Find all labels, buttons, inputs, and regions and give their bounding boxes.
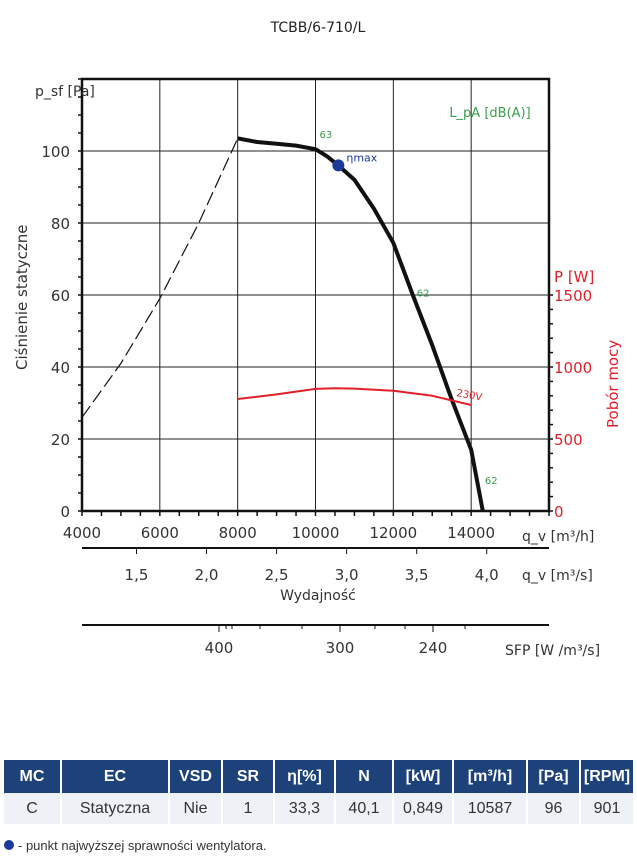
series-system-curve [81, 138, 239, 418]
sound-level-value: 62 [485, 476, 498, 487]
eta-dot-icon [4, 840, 14, 850]
eta-max-label: ηmax [346, 151, 377, 164]
x-tick-label: 14000 [447, 524, 495, 542]
table-cell: C [4, 793, 62, 824]
table-cell: 0,849 [393, 793, 454, 824]
y2-axis-label: Pobór mocy [604, 340, 622, 428]
table-header: VSD [169, 760, 223, 793]
table-cell: 901 [580, 793, 635, 824]
series-230V [237, 387, 472, 406]
y-tick-label: 80 [51, 215, 70, 233]
table-cell: 33,3 [274, 793, 336, 824]
m3s-tick-label: 4,0 [475, 566, 499, 584]
y2-tick-label: 500 [554, 431, 583, 449]
table-header: [kW] [393, 760, 454, 793]
sfp-tick-label: 400 [205, 639, 234, 657]
y-axis-label: Ciśnienie statyczne [13, 224, 31, 370]
y-tick-label: 100 [41, 143, 70, 161]
y-tick-label: 60 [51, 287, 70, 305]
table-header: [Pa] [527, 760, 581, 793]
table-cell: 96 [527, 793, 581, 824]
x-unit: q_v [m³/h] [522, 529, 594, 545]
sound-level-value: 62 [417, 289, 430, 300]
chart-title: TCBB/6-710/L [270, 20, 366, 36]
y2-tick-label: 0 [554, 503, 564, 521]
x-axis-label: Wydajność [280, 588, 356, 604]
voltage-label: 230V [455, 388, 483, 403]
y2-tick-label: 1000 [554, 359, 592, 377]
x-tick-label: 12000 [369, 524, 417, 542]
m3s-tick-label: 3,0 [335, 566, 359, 584]
legend-note: - punkt najwyższej sprawności wentylator… [4, 838, 267, 853]
x-tick-label: 6000 [141, 524, 179, 542]
m3s-tick-label: 1,5 [125, 566, 149, 584]
table-header: MC [4, 760, 62, 793]
m3s-tick-label: 2,5 [265, 566, 289, 584]
sound-level-value: 63 [320, 130, 333, 141]
y-unit: p_sf [Pa] [35, 84, 95, 100]
m3s-tick-label: 3,5 [405, 566, 429, 584]
x-tick-label: 8000 [219, 524, 257, 542]
y-tick-label: 0 [60, 503, 70, 521]
y2-tick-label: 1500 [554, 287, 592, 305]
table-header: [m³/h] [453, 760, 528, 793]
x-tick-label: 10000 [292, 524, 340, 542]
table-cell: 40,1 [335, 793, 394, 824]
m3s-unit: q_v [m³/s] [522, 568, 593, 584]
sfp-unit: SFP [W /m³/s] [505, 643, 600, 659]
eta-max-point [332, 159, 345, 172]
m3s-tick-label: 2,0 [195, 566, 219, 584]
table-header: N [335, 760, 394, 793]
table-cell: Statyczna [61, 793, 170, 824]
table-header: EC [61, 760, 170, 793]
y-tick-label: 20 [51, 431, 70, 449]
table-cell: 10587 [453, 793, 528, 824]
legend-text: - punkt najwyższej sprawności wentylator… [18, 838, 267, 853]
sound-level-label: L_pA [dB(A)] [449, 106, 530, 121]
table-cell: 1 [222, 793, 275, 824]
x-tick-label: 4000 [63, 524, 101, 542]
table-header: SR [222, 760, 275, 793]
y-tick-label: 40 [51, 359, 70, 377]
table-header: [RPM] [580, 760, 635, 793]
sfp-tick-label: 240 [419, 639, 448, 657]
series-fan-curve [237, 136, 485, 512]
table-header: η[%] [274, 760, 336, 793]
table-cell: Nie [169, 793, 223, 824]
sfp-tick-label: 300 [326, 639, 355, 657]
y2-unit: P [W] [554, 268, 594, 286]
fan-spec-table: MC EC VSD SR η[%] N [kW] [m³/h] [Pa] [RPM] C Staty… [4, 760, 635, 824]
